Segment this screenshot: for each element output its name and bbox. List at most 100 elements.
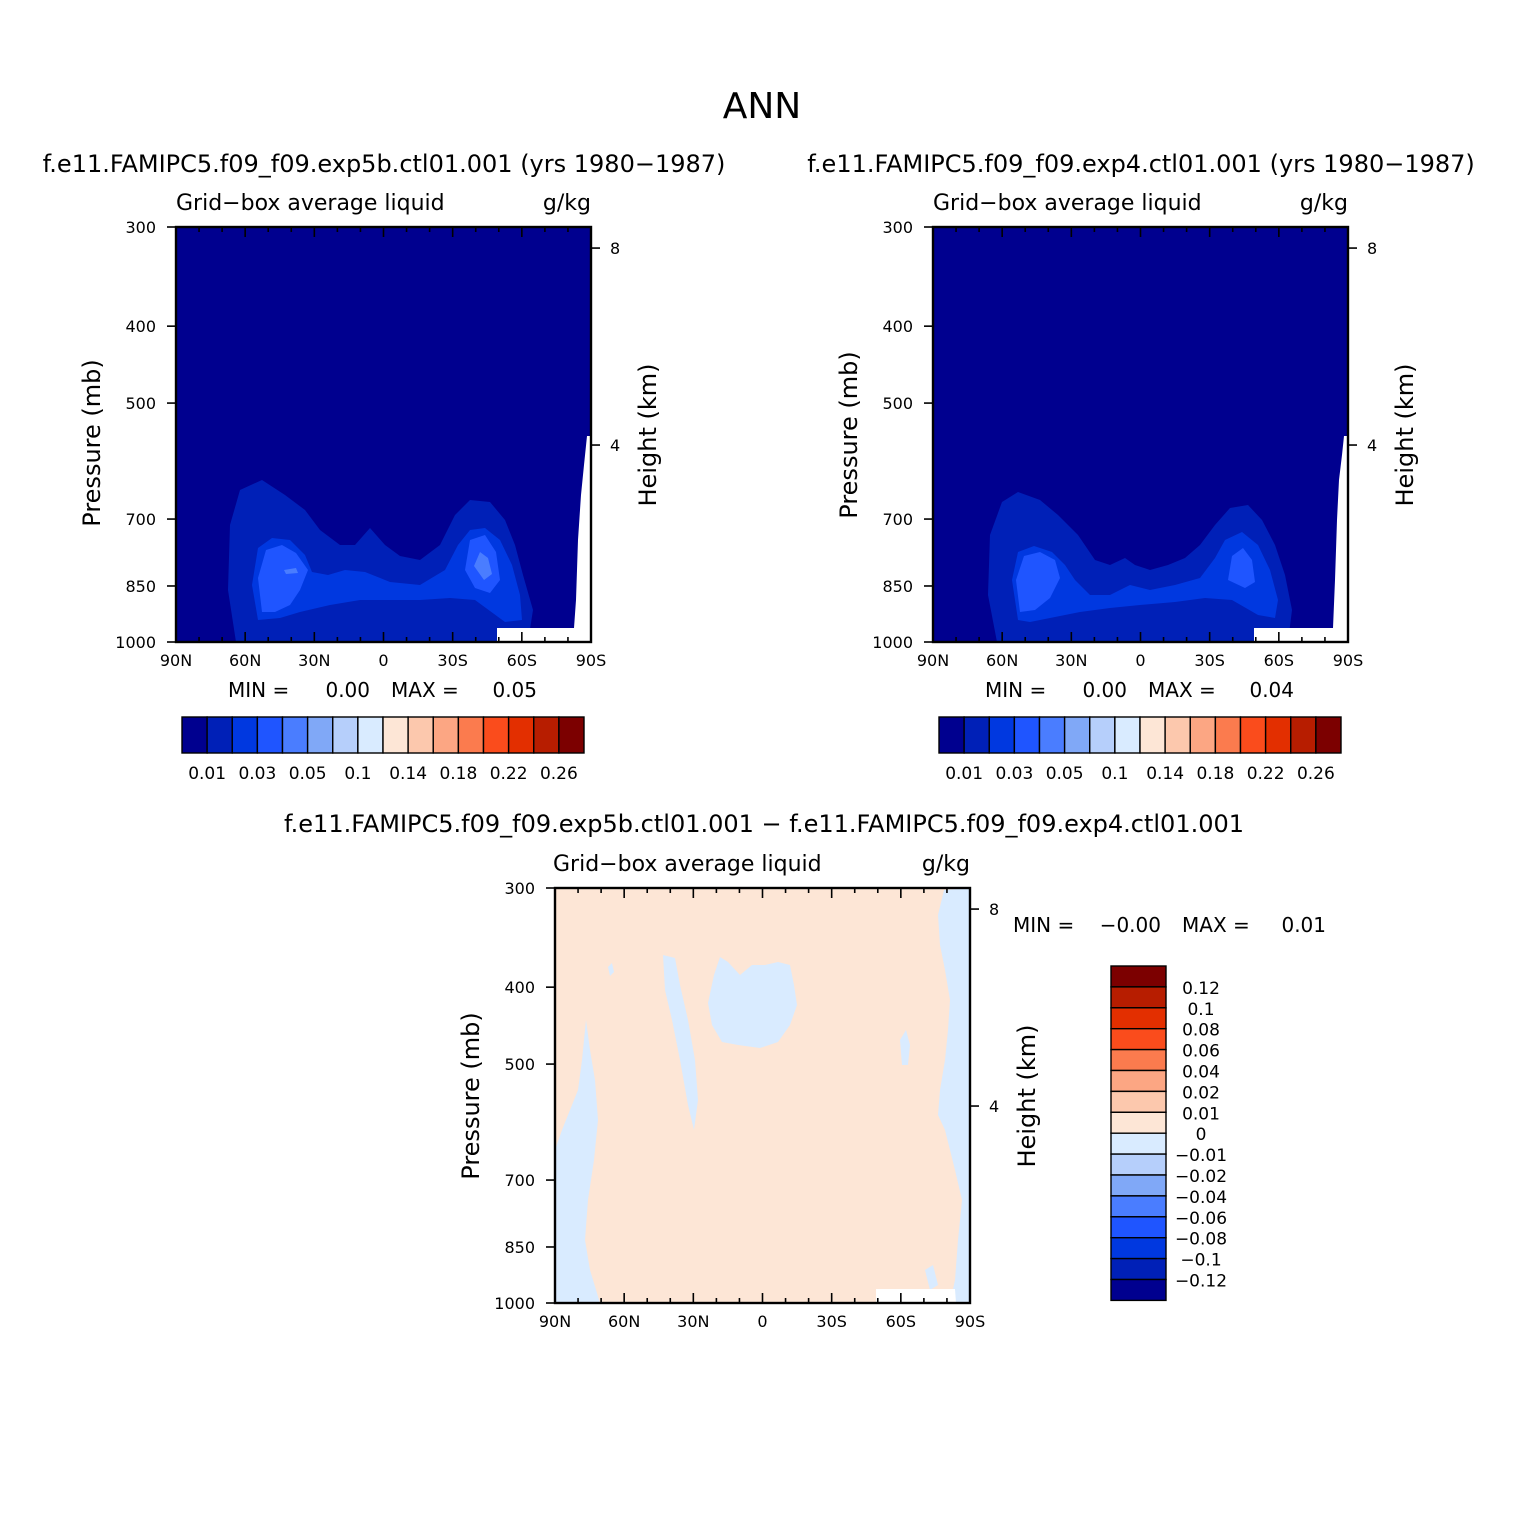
panel-2-y-axis-label: Pressure (mb) xyxy=(835,351,863,518)
panel-2-x-tick-label: 60N xyxy=(986,651,1018,670)
panel-3-x-tick-label: 0 xyxy=(757,1312,767,1331)
panel-2-colorbar-box xyxy=(1089,716,1116,754)
panel-3-y-tick-label: 850 xyxy=(504,1238,535,1257)
panel-2-colorbar-box xyxy=(1038,716,1066,754)
panel-3-y-axis-label: Pressure (mb) xyxy=(457,1012,485,1179)
panel-3-colorbar-box xyxy=(1110,1007,1167,1030)
panel-3-negative-region-upper xyxy=(708,957,797,1048)
panel-3-ticks: 90N 60N 30N 0 30S 60S 90S 300 400 500 700 850 1000 8 4 xyxy=(494,879,999,1331)
panel-2: f.e11.FAMIPC5.f09_f09.exp4.ctl01.001 (yr… xyxy=(807,150,1475,784)
panel-1-colorbar-box xyxy=(482,716,510,754)
panel-2-colorbar-box xyxy=(1189,716,1217,754)
panel-2-colorbar-label: 0.14 xyxy=(1146,764,1184,784)
panel-2-colorbar-box xyxy=(988,716,1016,754)
panel-1-x-tick-label: 90S xyxy=(576,651,607,670)
panel-2-colorbar-box xyxy=(1139,716,1166,754)
panel-2-variable-label: Grid−box average liquid xyxy=(933,191,1202,216)
panel-3-x-tick-label: 90N xyxy=(539,1312,571,1331)
panel-1-x-tick-label: 60S xyxy=(507,651,538,670)
panel-3-colorbar-box xyxy=(1110,1257,1167,1281)
panel-1-y-tick-label: 700 xyxy=(125,510,156,529)
panel-1-colorbar-box xyxy=(407,716,434,754)
panel-1-missing-ground xyxy=(497,436,591,642)
panel-3: f.e11.FAMIPC5.f09_f09.exp5b.ctl01.001 − … xyxy=(284,810,1326,1331)
panel-1-colorbar-label: 0.18 xyxy=(439,764,477,784)
panel-2-colorbar-box xyxy=(1315,716,1342,754)
panel-2-contour-0.02 xyxy=(1012,532,1278,622)
panel-2-colorbar-box xyxy=(938,716,965,754)
panel-2-x-tick-label: 30S xyxy=(1194,651,1225,670)
panel-2-min-label: MIN = xyxy=(985,678,1046,702)
panel-1-y2-tick-label: 4 xyxy=(610,436,620,455)
panel-3-max-label: MAX = xyxy=(1182,913,1250,937)
panel-2-y2-tick-label: 4 xyxy=(1367,436,1377,455)
panel-2-min-value: 0.00 xyxy=(1082,678,1127,702)
panel-3-x-tick-label: 30S xyxy=(816,1312,847,1331)
panel-2-colorbar-box xyxy=(1013,716,1041,754)
panel-2-contour-0.03 xyxy=(1016,548,1255,612)
panel-1-colorbar-label: 0.1 xyxy=(344,764,371,784)
panel-1-colorbar-box xyxy=(256,716,284,754)
panel-2-y-tick-label: 850 xyxy=(882,577,913,596)
panel-2-y-tick-label: 700 xyxy=(882,510,913,529)
panel-1-y-axis-label: Pressure (mb) xyxy=(78,359,106,526)
panel-3-colorbar-box xyxy=(1110,1195,1167,1218)
panel-3-plot-field xyxy=(555,888,970,1303)
panel-3-colorbar-box xyxy=(1110,1153,1167,1176)
panel-1-colorbar-box xyxy=(382,716,409,754)
panel-3-colorbar-label: 0.01 xyxy=(1182,1104,1220,1124)
panel-3-y-tick-label: 300 xyxy=(504,879,535,898)
panel-1-ticks: 90N 60N 30N 0 30S 60S 90S 300 400 500 700 850 1000 8 4 xyxy=(115,218,620,670)
panel-1-x-tick-label: 30N xyxy=(298,651,330,670)
panel-2-x-tick-label: 30N xyxy=(1055,651,1087,670)
panel-2-colorbar-label: 0.05 xyxy=(1046,764,1084,784)
panel-3-y-tick-label: 700 xyxy=(504,1171,535,1190)
panel-3-colorbar-label: −0.1 xyxy=(1180,1251,1221,1271)
panel-3-case-title: f.e11.FAMIPC5.f09_f09.exp5b.ctl01.001 − … xyxy=(284,810,1244,838)
panel-2-colorbar-label: 0.22 xyxy=(1247,764,1285,784)
panel-2-y-tick-label: 400 xyxy=(882,317,913,336)
panel-2-y2-axis-label: Height (km) xyxy=(1391,364,1419,507)
panel-3-units-label: g/kg xyxy=(922,852,970,877)
panel-1-x-tick-label: 0 xyxy=(378,651,388,670)
panel-1-y2-tick-label: 8 xyxy=(610,239,620,258)
panel-3-colorbar-label: 0.08 xyxy=(1182,1021,1220,1041)
panel-3-y-tick-label: 1000 xyxy=(494,1294,535,1313)
panel-1-colorbar-box xyxy=(281,716,309,754)
panel-2-colorbar-box xyxy=(1164,716,1191,754)
panel-3-colorbar-box xyxy=(1110,1216,1167,1239)
panel-1-contour-0.03 xyxy=(258,535,500,612)
panel-2-units-label: g/kg xyxy=(1300,191,1348,216)
panel-2-colorbar-label: 0.26 xyxy=(1297,764,1335,784)
panel-3-colorbar-box xyxy=(1110,1027,1167,1051)
panel-1-colorbar-label: 0.22 xyxy=(490,764,528,784)
panel-3-negative-region-patch xyxy=(900,1030,910,1065)
panel-3-x-tick-label: 60N xyxy=(608,1312,640,1331)
panel-2-max-label: MAX = xyxy=(1148,678,1216,702)
panel-2-ticks: 90N 60N 30N 0 30S 60S 90S 300 400 500 700 850 1000 8 4 xyxy=(872,218,1377,670)
panel-3-colorbar-box xyxy=(1110,1132,1167,1155)
panel-1-x-tick-label: 30S xyxy=(437,651,468,670)
panel-3-colorbar-label: 0.06 xyxy=(1182,1042,1220,1062)
panel-3-colorbar-box xyxy=(1110,986,1167,1009)
panel-2-y-tick-label: 500 xyxy=(882,394,913,413)
panel-1-colorbar-box xyxy=(231,716,259,754)
panel-3-negative-region-west xyxy=(555,1020,600,1303)
panel-1-y2-axis-label: Height (km) xyxy=(634,364,662,507)
panel-3-colorbar-label: 0.12 xyxy=(1182,979,1220,999)
panel-1-variable-label: Grid−box average liquid xyxy=(176,191,445,216)
panel-2-y2-tick-label: 8 xyxy=(1367,239,1377,258)
panel-1-colorbar: 0.01 0.03 0.05 0.1 0.14 0.18 0.22 0.26 xyxy=(181,716,585,784)
panel-2-x-tick-label: 90N xyxy=(917,651,949,670)
panel-1-colorbar-box xyxy=(332,716,359,754)
panel-3-max-value: 0.01 xyxy=(1281,913,1326,937)
panel-3-y-tick-label: 500 xyxy=(504,1055,535,1074)
panel-3-colorbar-label: −0.12 xyxy=(1175,1272,1227,1292)
panel-1-x-tick-label: 60N xyxy=(229,651,261,670)
panel-1-colorbar-box xyxy=(558,716,585,754)
panel-3-colorbar-label: 0.1 xyxy=(1187,1000,1214,1020)
panel-3-colorbar-label: −0.08 xyxy=(1175,1230,1227,1250)
panel-2-case-title: f.e11.FAMIPC5.f09_f09.exp4.ctl01.001 (yr… xyxy=(807,150,1475,178)
panel-2-colorbar-label: 0.01 xyxy=(945,764,983,784)
